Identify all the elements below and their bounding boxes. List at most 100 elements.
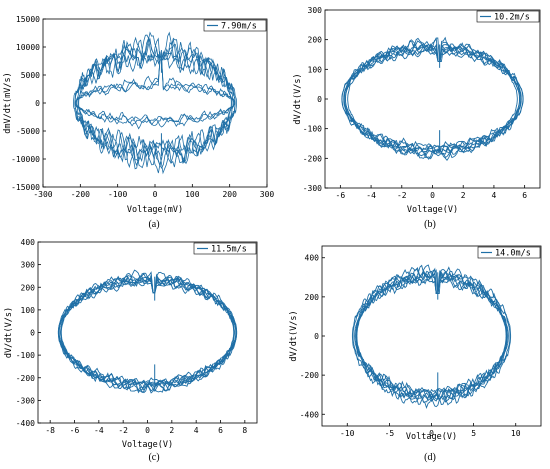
legend-label: 11.5m/s xyxy=(211,245,247,255)
y-tick-label: 200 xyxy=(305,293,320,302)
legend-label: 7.90m/s xyxy=(221,22,257,32)
series-line xyxy=(76,36,234,169)
y-tick-label: -10000 xyxy=(11,155,40,164)
y-tick-label: 0 xyxy=(314,332,319,341)
legend-box xyxy=(477,246,541,259)
panel-caption: (b) xyxy=(424,219,436,230)
y-tick-label: -200 xyxy=(300,371,319,380)
series-line xyxy=(58,272,237,392)
x-tick-label: -2 xyxy=(397,191,407,200)
y-tick-label: -200 xyxy=(16,374,35,383)
x-tick-label: -10 xyxy=(340,429,355,438)
y-tick-label: -400 xyxy=(16,419,35,428)
y-tick-label: 15000 xyxy=(16,15,40,24)
x-axis-label: Voltage(mV) xyxy=(127,205,183,215)
series-line xyxy=(347,37,518,160)
y-tick-label: -300 xyxy=(16,396,35,405)
series-line xyxy=(354,269,509,401)
legend-label: 10.2m/s xyxy=(494,13,530,23)
series-line xyxy=(355,270,508,402)
y-axis-label: dV/dt(V/s) xyxy=(4,307,14,358)
panel-caption: (d) xyxy=(424,452,436,463)
x-tick-label: 2 xyxy=(169,426,174,435)
x-axis-label: Voltage(V) xyxy=(407,205,458,215)
y-tick-label: -15000 xyxy=(11,183,40,192)
x-tick-label: -4 xyxy=(366,191,376,200)
x-tick-label: 300 xyxy=(260,190,275,199)
y-tick-label: -400 xyxy=(300,410,319,419)
series-line xyxy=(58,275,237,392)
x-tick-label: -2 xyxy=(118,426,128,435)
y-tick-label: 10000 xyxy=(16,43,40,52)
chart-panel-4: -10 -5 0 5 10 -400 -200 0 200 400 Voltage(V) dV/dt(… xyxy=(289,245,542,463)
series-line xyxy=(78,39,232,168)
panel-caption: (a) xyxy=(148,219,159,230)
y-tick-label: -5000 xyxy=(16,127,40,136)
x-tick-label: -6 xyxy=(336,191,346,200)
x-tick-label: -100 xyxy=(108,190,127,199)
x-tick-label: 200 xyxy=(222,190,237,199)
x-tick-label: 4 xyxy=(194,426,199,435)
chart-panel-3: -8 -6 -4 -2 0 2 4 6 8 -400 -300 -200 -100 0 100 200 300 4… xyxy=(4,238,258,463)
series-line xyxy=(58,269,237,393)
x-tick-label: 100 xyxy=(185,190,200,199)
x-tick-label: -200 xyxy=(71,190,90,199)
x-tick-label: -4 xyxy=(94,426,104,435)
x-tick-label: 10 xyxy=(511,429,521,438)
series-line xyxy=(341,38,524,160)
x-tick-label: -6 xyxy=(70,426,80,435)
series-14.0m/s xyxy=(351,264,512,409)
x-tick-label: 0 xyxy=(429,429,434,438)
y-tick-label: 100 xyxy=(21,306,36,315)
y-tick-label: 300 xyxy=(308,6,323,15)
y-tick-label: 100 xyxy=(308,65,323,74)
series-11.5m/s xyxy=(57,269,238,394)
x-tick-label: -5 xyxy=(385,429,395,438)
x-axis-label: Voltage(V) xyxy=(122,440,173,450)
series-10.2m/s xyxy=(341,36,524,162)
x-tick-label: -8 xyxy=(45,426,55,435)
legend-label: 14.0m/s xyxy=(495,249,531,259)
x-tick-label: 6 xyxy=(218,426,223,435)
series-line xyxy=(78,31,232,175)
y-axis-label: dmV/dt(mV/s) xyxy=(3,72,13,133)
y-tick-label: 0 xyxy=(35,99,40,108)
x-tick-label: 0 xyxy=(145,426,150,435)
y-tick-label: -300 xyxy=(303,184,322,193)
series-7.90m/s xyxy=(72,31,237,175)
chart-panel-2: -6 -4 -2 0 2 4 6 -300 -200 -100 0 100 200 300 Voltage(… xyxy=(293,6,541,230)
x-tick-label: 0 xyxy=(430,191,435,200)
x-tick-label: -300 xyxy=(33,190,52,199)
x-tick-label: 5 xyxy=(471,429,476,438)
legend-box xyxy=(203,19,267,32)
y-tick-label: -200 xyxy=(303,154,322,163)
y-tick-label: 400 xyxy=(21,238,36,247)
x-tick-label: 0 xyxy=(153,190,158,199)
series-line xyxy=(343,40,522,157)
series-line xyxy=(57,272,238,393)
series-line xyxy=(351,266,512,409)
x-tick-label: 6 xyxy=(522,191,527,200)
y-tick-label: 200 xyxy=(21,283,36,292)
series-line xyxy=(75,59,235,130)
x-tick-label: 4 xyxy=(492,191,497,200)
series-line xyxy=(60,273,235,394)
plot-frame xyxy=(37,241,258,424)
y-tick-label: 0 xyxy=(30,329,35,338)
series-line xyxy=(74,37,236,170)
y-tick-label: 0 xyxy=(317,95,322,104)
x-tick-label: 8 xyxy=(242,426,247,435)
plot-frame xyxy=(324,9,541,189)
y-tick-label: -100 xyxy=(16,351,35,360)
panel-caption: (c) xyxy=(148,452,159,463)
y-tick-label: 200 xyxy=(308,36,323,45)
x-axis-label: Voltage(V) xyxy=(406,432,457,442)
y-tick-label: 300 xyxy=(21,261,36,270)
chart-panel-1: -300 -200 -100 0 100 200 300 -15000 -10000 -5000 0… xyxy=(3,15,274,230)
y-tick-label: 400 xyxy=(305,254,320,263)
y-axis-label: dV/dt(V/s) xyxy=(289,310,299,361)
y-tick-label: -100 xyxy=(303,125,322,134)
series-line xyxy=(345,36,520,162)
legend-box xyxy=(476,10,540,23)
